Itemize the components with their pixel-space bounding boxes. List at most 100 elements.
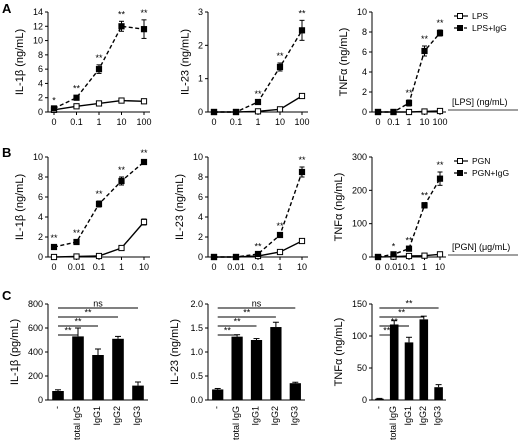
series-igg — [50, 19, 148, 112]
data-point — [140, 26, 148, 33]
x-tick-label: IgG2 — [270, 406, 280, 426]
unit-label-lps: [LPS] (ng/mL) — [448, 97, 518, 111]
y-tick-label: 800 — [28, 299, 43, 309]
significance-label: ** — [276, 221, 284, 231]
y-axis-label: TNFα (ng/mL) — [333, 173, 345, 242]
legend-entry: LPS — [472, 11, 488, 21]
significance-label: ** — [405, 299, 413, 309]
bar — [92, 355, 104, 400]
x-tick-label: - — [52, 406, 62, 409]
y-tick-label: 2.0 — [190, 299, 203, 309]
y-tick-label: 0 — [38, 252, 43, 262]
y-tick-label: 0 — [198, 252, 203, 262]
y-tick-label: 2 — [198, 40, 203, 50]
significance-label: ns — [93, 299, 103, 309]
series-igg — [374, 29, 444, 116]
x-tick-label: 0 — [375, 262, 380, 272]
legend-marker — [457, 170, 463, 176]
significance-label: ** — [84, 308, 92, 318]
y-tick-label: 3 — [198, 7, 203, 17]
data-point — [374, 253, 382, 261]
y-axis-label: TNFα (ng/mL) — [338, 28, 350, 97]
y-tick-label: 0 — [362, 395, 367, 405]
data-point — [254, 98, 262, 106]
y-tick-label: 8 — [362, 27, 367, 37]
bar — [132, 385, 144, 400]
y-tick-label: 10 — [193, 152, 203, 162]
bar — [434, 387, 443, 400]
significance-label: ** — [298, 8, 306, 18]
chart-b1: 0 2 4 6 8 10 IL-1β (ng/mL) 0 0.01 0.1 1 10 ** ** ** ** *… — [14, 148, 150, 272]
series-igg — [374, 171, 444, 261]
x-tick-label: 0 — [51, 262, 56, 272]
y-tick-label: 150 — [352, 299, 367, 309]
x-tick-label: 0.1 — [252, 262, 265, 272]
data-point — [298, 92, 306, 100]
panel-label-b: B — [2, 145, 11, 160]
y-tick-label: 10 — [33, 152, 43, 162]
data-point — [73, 94, 80, 101]
data-point — [73, 238, 80, 246]
significance-label: ** — [140, 8, 148, 18]
x-tick-label: 100 — [136, 117, 151, 127]
y-tick-label: 6 — [38, 192, 43, 202]
data-point — [436, 29, 444, 37]
data-point — [118, 23, 125, 30]
y-tick-label: 2 — [38, 232, 43, 242]
x-tick-label: IgG2 — [418, 406, 428, 426]
significance-label: ** — [398, 308, 406, 318]
data-point — [374, 108, 382, 116]
x-tick-label: 0 — [51, 117, 56, 127]
y-tick-label: 6 — [362, 47, 367, 57]
x-tick-label: 10 — [419, 117, 429, 127]
y-tick-label: 4 — [38, 212, 43, 222]
legend-marker — [457, 13, 463, 19]
data-point — [405, 252, 413, 260]
data-point — [50, 243, 58, 251]
data-point — [118, 177, 125, 185]
bar — [52, 391, 64, 400]
series-igg — [210, 19, 306, 116]
bar — [212, 389, 224, 400]
significance-label: ** — [73, 228, 81, 238]
bar — [112, 338, 124, 400]
legend-entry: PGN+IgG — [472, 168, 509, 178]
legend-marker — [457, 25, 463, 31]
x-tick-label: IgG3 — [289, 406, 299, 426]
series-line — [377, 178, 441, 258]
significance-label: ** — [243, 308, 251, 318]
x-tick-label: - — [212, 406, 222, 409]
x-tick-label: 0.01 — [68, 262, 86, 272]
significance-label: ** — [391, 317, 399, 327]
significance-label: ** — [73, 84, 81, 94]
data-point — [276, 248, 284, 256]
x-tick-label: 1 — [422, 262, 427, 272]
x-tick-label: IgG3 — [132, 406, 142, 426]
chart-b2: 0 2 4 6 8 10 IL-23 (ng/mL) 0 0.01 0.1 1 10 ** ** ** — [174, 152, 308, 272]
y-tick-label: 200 — [28, 371, 43, 381]
y-tick-label: 8 — [38, 50, 43, 60]
y-tick-label: 100 — [352, 331, 367, 341]
panel-label-a: A — [2, 1, 12, 16]
y-tick-label: 1.0 — [190, 347, 203, 357]
significance-label: * — [52, 96, 56, 106]
y-axis-label: IL-23 (ng/mL) — [180, 29, 192, 95]
series-control — [50, 97, 148, 113]
chart-a2: 0 1 2 3 IL-23 (ng/mL) 0 0.1 1 10 100 ** ** ** — [180, 7, 310, 127]
y-tick-label: 10 — [33, 36, 43, 46]
data-point — [405, 108, 413, 116]
data-point — [73, 253, 80, 260]
bar — [375, 398, 384, 400]
y-tick-label: 4 — [38, 78, 43, 88]
data-point — [50, 105, 58, 112]
y-tick-label: 2 — [362, 87, 367, 97]
significance-label: ** — [405, 235, 413, 245]
x-tick-label: 100 — [294, 117, 309, 127]
y-tick-label: 8 — [38, 172, 43, 182]
chart-c2: 0.0 0.5 1.0 1.5 2.0 IL-23 (ng/mL) - total IgG Ig… — [169, 299, 305, 440]
x-tick-label: 10 — [435, 262, 445, 272]
x-tick-label: 10 — [139, 262, 149, 272]
y-axis-label: TNFα (ng/mL) — [333, 318, 345, 387]
series-igg — [210, 166, 306, 261]
data-point — [118, 244, 125, 252]
